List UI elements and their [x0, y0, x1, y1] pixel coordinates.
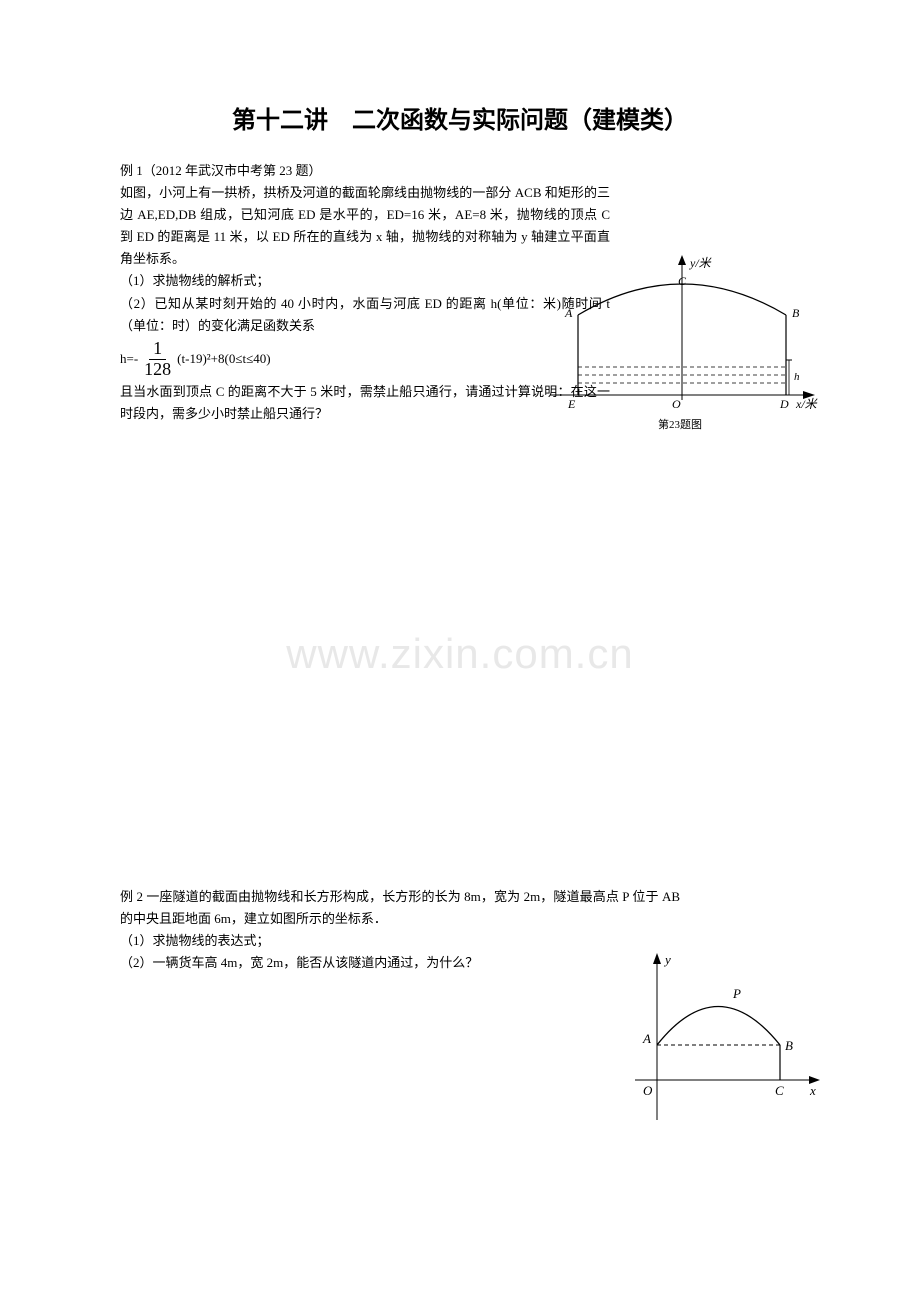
- fraction-denominator: 128: [140, 360, 175, 380]
- svg-text:C: C: [678, 274, 687, 288]
- svg-text:y/米: y/米: [689, 256, 713, 270]
- svg-text:A: A: [642, 1031, 651, 1046]
- example2-q1: （1）求抛物线的表达式；: [120, 930, 680, 952]
- figure1-caption: 第23题图: [658, 416, 702, 432]
- example1-q2: （2）已知从某时刻开始的 40 小时内，水面与河底 ED 的距离 h(单位：米)…: [120, 293, 610, 337]
- example1-p2: 且当水面到顶点 C 的距离不大于 5 米时，需禁止船只通行，请通过计算说明：在这…: [120, 381, 610, 425]
- example1-header: 例 1（2012 年武汉市中考第 23 题）: [120, 160, 610, 182]
- formula-prefix: h=-: [120, 349, 138, 369]
- svg-text:D: D: [779, 397, 789, 411]
- fraction-numerator: 1: [149, 339, 166, 360]
- formula-suffix: (t-19)²+8(0≤t≤40): [177, 349, 270, 369]
- svg-text:E: E: [567, 397, 576, 411]
- svg-text:x: x: [809, 1083, 816, 1098]
- example2-header: 例 2 一座隧道的截面由抛物线和长方形构成，长方形的长为 8m，宽为 2m，隧道…: [120, 886, 680, 930]
- svg-text:P: P: [732, 986, 741, 1001]
- svg-text:A: A: [564, 306, 573, 320]
- page-title: 第十二讲 二次函数与实际问题（建模类）: [120, 100, 800, 135]
- svg-text:C: C: [775, 1083, 784, 1098]
- fraction: 1 128: [140, 339, 175, 380]
- watermark: www.zixin.com.cn: [286, 630, 633, 678]
- svg-text:O: O: [672, 397, 681, 411]
- svg-text:x/米: x/米: [795, 397, 819, 411]
- example1-p1: 如图，小河上有一拱桥，拱桥及河道的截面轮廓线由抛物线的一部分 ACB 和矩形的三…: [120, 182, 610, 270]
- example1-q1: （1）求抛物线的解析式；: [120, 270, 610, 292]
- svg-text:B: B: [785, 1038, 793, 1053]
- svg-text:h: h: [794, 371, 800, 383]
- example2-q2: （2）一辆货车高 4m，宽 2m，能否从该隧道内通过，为什么？: [120, 952, 680, 974]
- svg-text:B: B: [792, 306, 800, 320]
- example1-formula: h=- 1 128 (t-19)²+8(0≤t≤40): [120, 339, 610, 380]
- svg-text:O: O: [643, 1083, 653, 1098]
- svg-text:y: y: [663, 952, 671, 967]
- figure-bridge: y/米 C A B h E O D x/米 第23题图: [540, 255, 820, 430]
- figure-tunnel: y P A B O C x: [615, 950, 825, 1130]
